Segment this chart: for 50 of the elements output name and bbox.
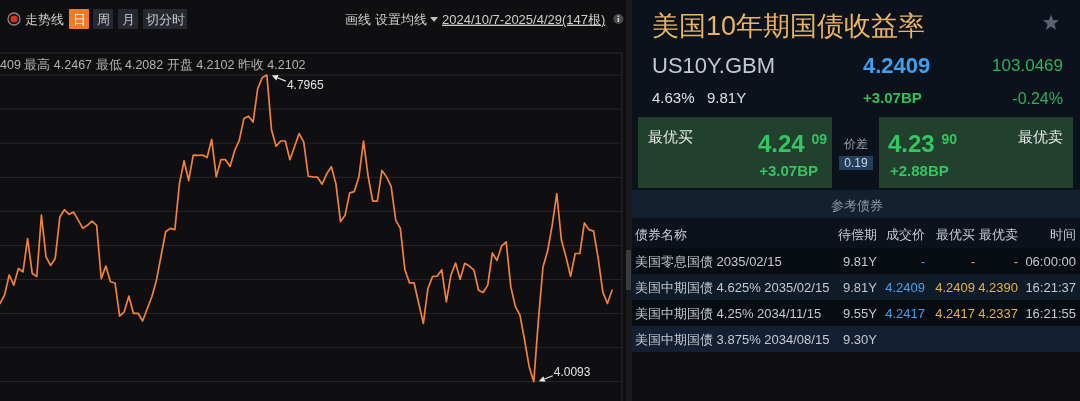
text: 最优卖 [979,226,1018,242]
text: 美国中期国债 4.25% 2034/11/15 [635,305,822,321]
chart-subtitle: 409 最高 4.2467 最低 4.2082 开盘 4.2102 昨收 4.2102 [0,56,306,72]
text: 价差 [843,137,868,152]
text: - [970,253,975,269]
annotation: 4.7965 [286,78,324,93]
text: 美国零息国债 2035/02/15 [635,253,782,269]
text: +3.07BP [759,162,818,180]
text: US10Y.GBM [652,52,776,78]
text: +3.07BP [863,89,922,107]
text: 参考债券 [831,197,883,213]
text: 9.55Y [843,305,878,321]
text: 4.63% [652,89,695,107]
text: 债券名称 [635,226,687,242]
text: 画线 [345,11,371,27]
text: 设置均线 [375,11,427,27]
text: 走势线 [25,11,64,27]
text: 9.81Y [843,279,878,295]
text: 103.0469 [992,56,1063,76]
text: 16:21:37 [1025,279,1076,295]
text: 4.2417 [935,305,975,321]
text: 2024/10/7-2025/4/29(147根) [442,11,606,27]
text: 4.2417 [885,305,925,321]
text: 待偿期 [838,226,877,242]
text: 4.24 $^{09}$ [758,129,828,157]
text: 4.2409 [863,52,931,78]
text: 成交价 [886,226,925,242]
text: - [1013,253,1018,269]
text: 4.2409 [935,279,975,295]
text: 9.30Y [843,331,878,347]
text: - [920,253,925,269]
text: 最优买 [648,128,693,146]
annotation: 4.0093 [553,365,591,379]
text: 美国10年期国债收益率 [652,10,926,41]
text: 4.2337 [978,305,1018,321]
text: +2.88BP [890,162,949,180]
text: 时间 [1050,226,1076,242]
text: -0.24% [1012,89,1063,107]
text: 最优买 [936,226,975,242]
text: 4.2390 [978,279,1018,295]
text: 16:21:55 [1025,305,1076,321]
text: 美国中期国债 3.875% 2034/08/15 [635,331,830,347]
text: 0.19 [844,156,868,171]
text: 9.81Y [843,253,878,269]
text: 4.2409 [885,279,925,295]
text: 最优卖 [1018,128,1063,146]
text: 4.23 $^{90}$ [888,129,958,157]
text: 06:00:00 [1025,253,1076,269]
text: 美国中期国债 4.625% 2035/02/15 [635,279,830,295]
text: 9.81Y [707,89,747,107]
